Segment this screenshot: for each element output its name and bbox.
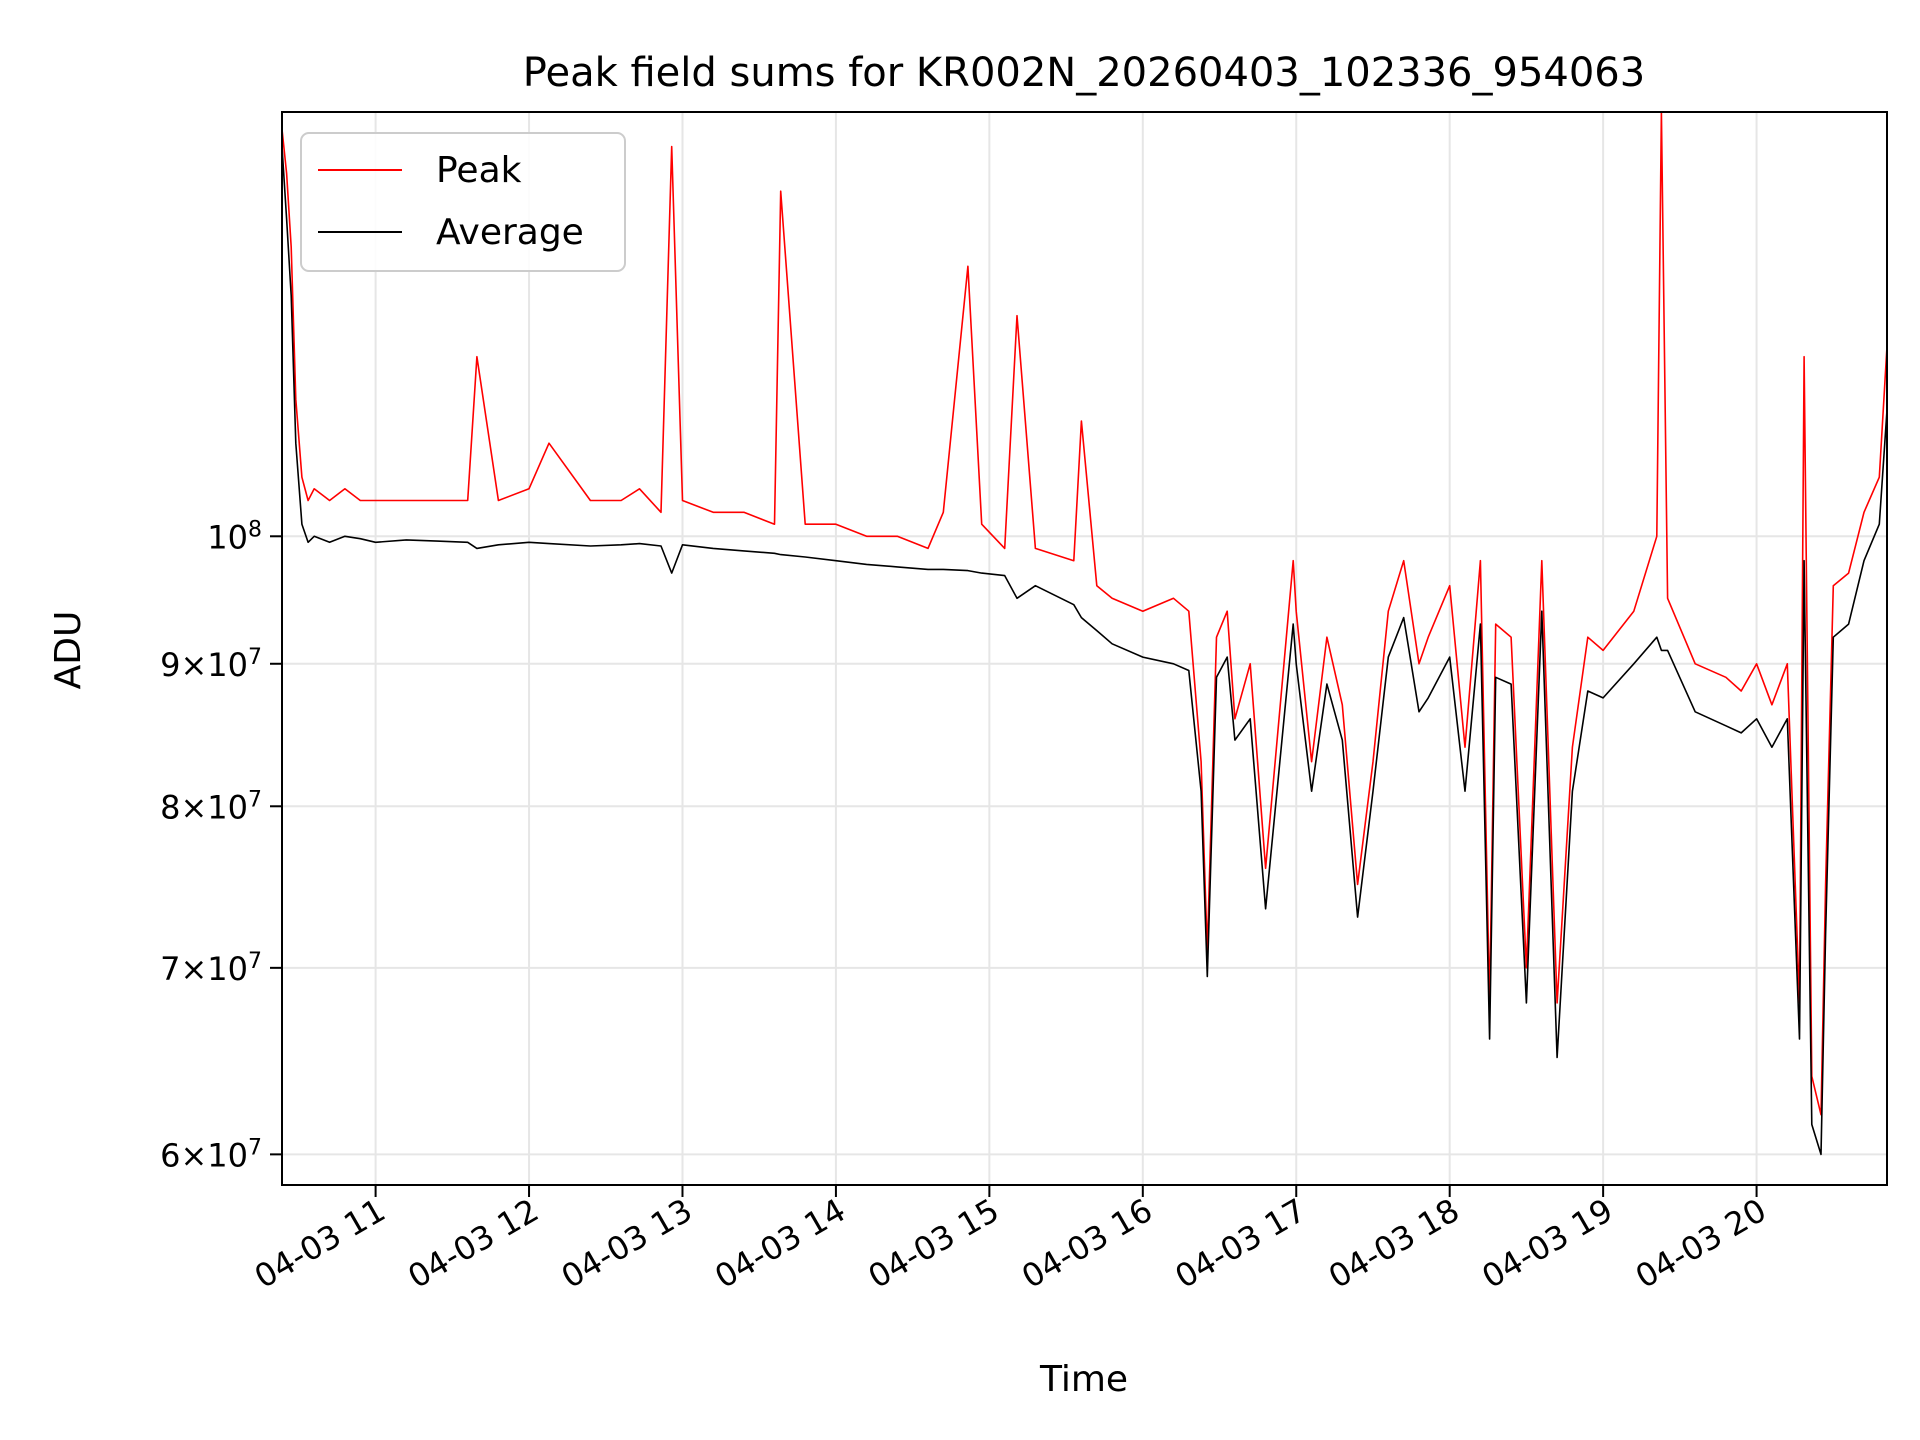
legend-label-peak: Peak — [436, 150, 522, 191]
plot-frame — [281, 111, 1888, 1186]
y-tick-label: 6×107 — [160, 1135, 262, 1175]
y-axis-label: ADU — [48, 611, 89, 690]
y-tick-label: 108 — [207, 517, 262, 557]
x-axis-label: Time — [1039, 1359, 1128, 1400]
legend: Peak Average — [300, 132, 626, 272]
legend-label-average: Average — [436, 212, 584, 253]
series-line-average — [281, 146, 1888, 1156]
y-tick-label: 9×107 — [160, 644, 262, 684]
series-line-peak — [281, 111, 1888, 1116]
legend-box — [300, 132, 626, 272]
grid-layer — [282, 112, 1887, 1185]
series-layer — [281, 111, 1888, 1156]
y-tick-label: 8×107 — [160, 787, 262, 827]
chart-title: Peak field sums for KR002N_20260403_1023… — [523, 50, 1645, 96]
y-tick-label: 7×107 — [160, 948, 262, 988]
